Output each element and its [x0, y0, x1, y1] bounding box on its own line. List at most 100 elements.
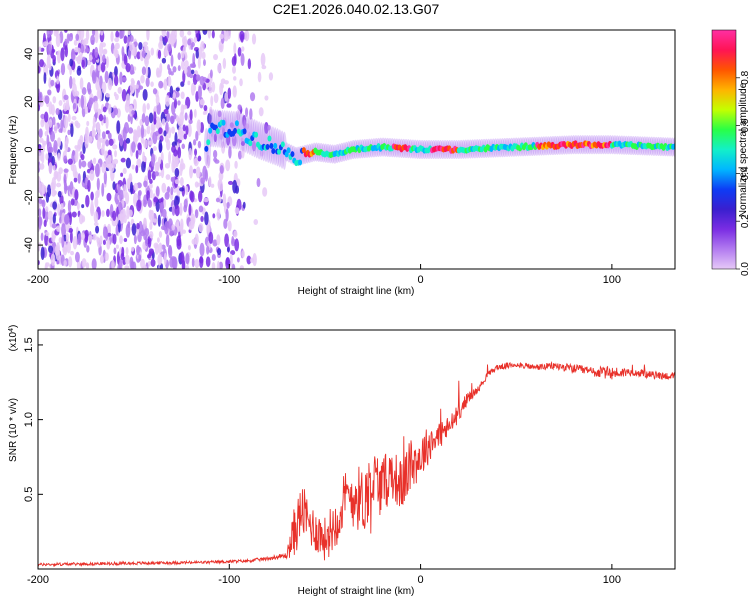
spectrogram-noise-cell	[114, 150, 117, 158]
spectrogram-noise-cell	[246, 255, 252, 265]
spectrogram-noise-cell	[199, 256, 204, 264]
spectrogram-noise-cell	[60, 63, 66, 76]
spectrogram-noise-cell	[95, 225, 100, 234]
spectrogram-noise-cell	[142, 41, 149, 46]
spectrogram-noise-cell	[105, 93, 111, 98]
spectrogram-noise-cell	[122, 184, 127, 199]
spectrogram-noise-cell	[119, 30, 125, 39]
snr-scale-exponent: 4	[8, 328, 15, 332]
spectrogram-noise-cell	[232, 179, 238, 194]
spectrogram-noise-cell	[189, 191, 195, 203]
colorbar-gradient	[711, 29, 737, 270]
spectrogram-noise-cell	[107, 232, 112, 237]
spectrogram-noise-cell	[122, 167, 127, 175]
spectrogram-noise-cell	[93, 222, 99, 227]
spectrogram-ridge-cell	[204, 145, 209, 152]
spectrogram-ridge-cell	[234, 120, 239, 127]
spectrogram-noise-cell	[45, 231, 50, 237]
spectrogram-noise-cell	[213, 149, 218, 159]
spectrogram-noise-cell	[129, 82, 135, 94]
spectrogram-noise-cell	[240, 141, 246, 146]
spectrogram-noise-cell	[194, 259, 200, 269]
spectrogram-noise-cell	[67, 113, 71, 123]
spectrogram-noise-cell	[77, 54, 83, 62]
spectrogram-noise-cell	[124, 265, 130, 269]
spectrogram-noise-cell	[193, 84, 197, 92]
spectrogram-noise-cell	[188, 147, 193, 161]
spectrogram-noise-cell	[175, 87, 180, 92]
spectrogram-noise-cell	[128, 34, 134, 43]
spectrogram-noise-cell	[123, 237, 128, 243]
spectrogram-noise-cell	[73, 39, 78, 46]
spectrogram-noise-cell	[123, 139, 127, 152]
spectrogram-noise-cell	[57, 203, 61, 216]
spectrogram-noise-cell	[217, 248, 222, 256]
colorbar-tick-label: 0.8	[740, 70, 750, 84]
spectrogram-noise-cell	[224, 92, 229, 102]
spectrogram-noise-cell	[156, 237, 160, 243]
spectrogram-noise-cell	[148, 183, 153, 189]
spectrogram-noise-cell	[63, 259, 67, 267]
spectrogram-noise-cell	[203, 197, 209, 203]
spectrogram-noise-cell	[64, 38, 68, 46]
spectrogram-noise-cell	[40, 113, 46, 119]
spectrogram-noise-cell	[194, 148, 198, 156]
spectrogram-noise-cell	[52, 213, 56, 225]
spectrogram-noise-cell	[180, 251, 185, 263]
spectrogram-noise-cell	[102, 106, 107, 113]
spectrogram-noise-cell	[190, 69, 195, 75]
snr-frame	[37, 329, 676, 570]
spectrogram-y-tick-label: 0	[23, 146, 35, 152]
spectrogram-noise-cell	[70, 48, 76, 62]
spectrogram-noise-cell	[42, 207, 46, 219]
spectrogram-noise-cell	[239, 265, 244, 269]
spectrogram-noise-cell	[92, 233, 97, 241]
spectrogram-noise-cell	[231, 263, 236, 269]
spectrogram-noise-cell	[97, 65, 102, 72]
spectrogram-ridge-cell	[273, 142, 278, 149]
spectrogram-noise-cell	[114, 93, 119, 101]
spectrogram-noise-cell	[203, 104, 208, 112]
spectrogram-noise-cell	[179, 187, 185, 192]
spectrogram-ridge-cell	[248, 140, 253, 147]
spectrogram-noise-cell	[97, 128, 101, 142]
spectrogram-noise-cell	[268, 72, 274, 81]
spectrogram-halo-cell	[220, 109, 225, 149]
spectrogram-noise-cell	[81, 59, 85, 68]
spectrogram-noise-cell	[141, 161, 146, 173]
spectrogram-noise-cell	[78, 158, 82, 169]
spectrogram-noise-cell	[207, 112, 212, 125]
spectrogram-noise-cell	[233, 76, 237, 81]
spectrogram-noise-cell	[133, 182, 139, 192]
spectrogram-noise-cell	[152, 88, 158, 95]
spectrogram-noise-cell	[148, 112, 154, 124]
spectrogram-noise-cell	[176, 225, 182, 232]
spectrogram-noise-cell	[166, 112, 171, 123]
spectrogram-noise-cell	[113, 47, 118, 57]
spectrogram-noise-cell	[213, 93, 219, 104]
spectrogram-noise-cell	[170, 54, 174, 67]
spectrogram-noise-cell	[74, 251, 80, 263]
spectrogram-noise-cell	[158, 143, 163, 153]
spectrogram-noise-cell	[85, 194, 90, 208]
spectrogram-noise-cell	[87, 135, 93, 144]
spectrogram-noise-cell	[118, 258, 123, 269]
spectrogram-y-tick-label: 20	[23, 96, 35, 108]
spectrogram-noise-cell	[61, 235, 65, 248]
spectrogram-noise-cell	[64, 115, 69, 129]
spectrogram-noise-cell	[140, 258, 146, 269]
spectrogram-noise-cell	[222, 57, 227, 70]
spectrogram-noise-cell	[124, 254, 130, 265]
spectrogram-noise-cell	[258, 107, 264, 117]
spectrogram-noise-cell	[149, 210, 155, 224]
spectrogram-noise-cell	[86, 82, 92, 93]
spectrogram-noise-cell	[55, 182, 62, 188]
spectrogram-noise-cell	[159, 201, 164, 211]
spectrogram-noise-cell	[181, 163, 186, 170]
spectrogram-noise-cell	[101, 81, 107, 94]
spectrogram-noise-cell	[184, 112, 188, 121]
spectrogram-noise-cell	[171, 126, 175, 134]
spectrogram-noise-cell	[96, 177, 100, 191]
spectrogram-halo-cell	[224, 110, 230, 149]
spectrogram-noise-cell	[205, 256, 211, 268]
